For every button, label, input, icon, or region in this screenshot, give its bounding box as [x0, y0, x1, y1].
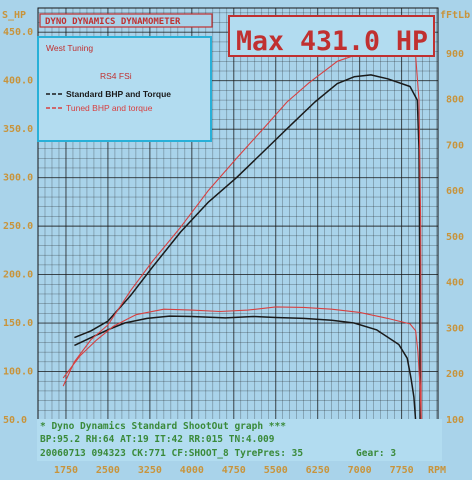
x-tick-label: 1750: [54, 465, 78, 476]
info-line-1: * Dyno Dynamics Standard ShootOut graph …: [40, 421, 286, 432]
x-axis-label: RPM: [428, 465, 446, 476]
y-left-tick-label: 50.0: [3, 415, 27, 426]
info-line-2: BP:95.2 RH:64 AT:19 IT:42 RR:015 TN:4.00…: [40, 434, 275, 445]
brand-title: DYNO DYNAMICS DYNAMOMETER: [45, 17, 181, 27]
max-power-text: Max 431.0 HP: [236, 26, 428, 57]
axis-ticks: 50.0 100.0 150.0 200.0 250.0 300.0 350.0 400.0 4…: [3, 27, 464, 476]
legend-std: Standard BHP and Torque: [66, 89, 171, 99]
info-line-3: 20060713 094323 CK:771 CF:SHOOT_8 TyrePr…: [40, 448, 303, 459]
y-right-tick-label: 800: [446, 95, 464, 106]
y-left-tick-label: 450.0: [3, 27, 33, 38]
y-left-tick-label: 400.0: [3, 76, 33, 87]
y-left-tick-label: 200.0: [3, 270, 33, 281]
x-tick-label: 5500: [264, 465, 288, 476]
info-panel: [37, 419, 442, 461]
series-line-3-torque: [62, 306, 422, 421]
y-left-tick-label: 100.0: [3, 367, 33, 378]
gear-label: Gear: 3: [356, 448, 396, 459]
y-left-tick-label: 350.0: [3, 124, 33, 135]
brand-box: [39, 13, 213, 28]
y-right-tick-label: 600: [446, 186, 464, 197]
legend-shop: West Tuning: [46, 43, 93, 53]
y-right-tick-label: 700: [446, 140, 464, 151]
legend-box: [37, 36, 212, 142]
x-tick-label: 3250: [138, 465, 162, 476]
y-right-tick-label: 400: [446, 278, 464, 289]
y-right-tick-label: 500: [446, 232, 464, 243]
y-right-axis-label: fFtLb: [440, 10, 470, 21]
x-tick-label: 4750: [222, 465, 246, 476]
x-tick-label: 7750: [390, 465, 414, 476]
series-line-1-torque: [74, 315, 417, 421]
y-left-axis-label: S_HP: [2, 10, 26, 21]
legend-car: RS4 FSi: [100, 71, 132, 81]
x-tick-label: 4000: [180, 465, 204, 476]
y-left-tick-label: 250.0: [3, 221, 33, 232]
x-tick-label: 7000: [348, 465, 372, 476]
y-right-tick-label: 900: [446, 49, 464, 60]
max-box: [228, 15, 435, 57]
legend-tuned: Tuned BHP and torque: [66, 103, 153, 113]
y-left-tick-label: 300.0: [3, 173, 33, 184]
series-line-0-hp: [74, 74, 421, 422]
y-left-tick-label: 150.0: [3, 318, 33, 329]
x-tick-label: 2500: [96, 465, 120, 476]
y-right-tick-label: 300: [446, 323, 464, 334]
y-right-tick-label: 200: [446, 369, 464, 380]
x-tick-label: 6250: [306, 465, 330, 476]
y-right-tick-label: 100: [446, 415, 464, 426]
